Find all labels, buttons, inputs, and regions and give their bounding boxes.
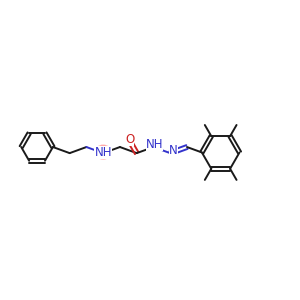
Ellipse shape [95,145,111,159]
Text: NH: NH [94,146,112,159]
Text: O: O [125,133,134,146]
Text: N: N [169,144,178,157]
Text: NH: NH [146,138,163,151]
